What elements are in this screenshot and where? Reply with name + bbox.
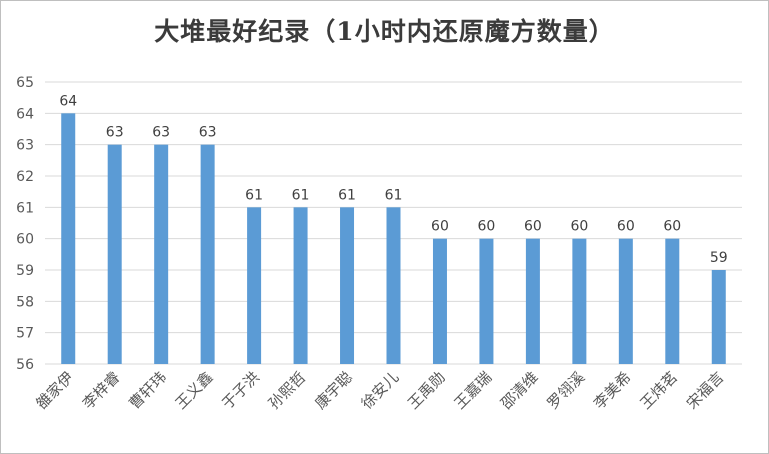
bar <box>293 207 308 364</box>
bar <box>479 238 494 364</box>
bar <box>572 238 587 364</box>
bar <box>618 238 633 364</box>
x-tick-label: 孙熙哲 <box>265 368 310 413</box>
bars <box>61 113 726 364</box>
data-label: 60 <box>617 219 635 235</box>
bar <box>247 207 262 364</box>
data-label: 60 <box>663 219 681 235</box>
data-label: 63 <box>152 125 170 141</box>
x-tick-label: 雒家伊 <box>33 368 78 413</box>
x-axis-labels: 雒家伊 李梓睿 曹轩玮 王义鑫 于子洪 孙熙哲 康宇聪 徐安儿 王禹勋 王嘉瑞 邵清维 罗翎溪 李美希王… <box>33 368 728 413</box>
chart-title: 大堆最好纪录（1小时内还原魔方数量） <box>154 17 615 46</box>
x-tick-label: 王义鑫 <box>172 368 217 413</box>
x-tick-label: 李梓睿 <box>79 368 124 413</box>
bar <box>340 207 355 364</box>
x-tick-label: 王嘉瑞 <box>451 368 496 413</box>
x-tick-label: 罗翎溪 <box>544 368 589 413</box>
bar <box>386 207 401 364</box>
bar <box>154 144 169 364</box>
bar <box>61 113 76 364</box>
data-label: 61 <box>245 187 263 203</box>
data-label: 59 <box>710 250 728 266</box>
data-label: 61 <box>292 187 310 203</box>
y-tick-label: 63 <box>16 138 34 154</box>
y-axis-ticks: 56 57 58 59 60 61 62 63 64 65 <box>16 75 34 373</box>
y-tick-label: 62 <box>16 169 34 185</box>
data-label: 60 <box>478 219 496 235</box>
x-tick-label: 邵清维 <box>497 368 542 413</box>
x-tick-label: 曹轩玮 <box>125 368 170 413</box>
bar <box>525 238 540 364</box>
bar <box>711 270 726 364</box>
x-tick-label: 宋福言 <box>683 368 728 413</box>
data-label: 63 <box>106 125 124 141</box>
bar <box>665 238 680 364</box>
data-labels: 64 63 63 63 61 61 61 61 60 60 60 60 60 60 59 <box>59 93 727 266</box>
x-tick-label: 王禹勋 <box>404 368 449 413</box>
y-tick-label: 64 <box>16 106 34 122</box>
data-label: 60 <box>570 219 588 235</box>
x-tick-label: 于子洪 <box>218 368 263 413</box>
x-tick-label: 康宇聪 <box>311 368 356 413</box>
bar <box>107 144 122 364</box>
data-label: 60 <box>431 219 449 235</box>
data-label: 63 <box>199 125 217 141</box>
x-tick-label: 王炜茗 <box>637 368 682 413</box>
data-label: 60 <box>524 219 542 235</box>
y-tick-label: 56 <box>16 357 34 373</box>
y-tick-label: 59 <box>16 263 34 279</box>
y-tick-label: 57 <box>16 326 34 342</box>
x-tick-label: 徐安儿 <box>358 368 403 413</box>
bar <box>200 144 215 364</box>
y-tick-label: 61 <box>16 200 34 216</box>
data-label: 64 <box>59 93 77 109</box>
y-tick-label: 65 <box>16 75 34 91</box>
data-label: 61 <box>338 187 356 203</box>
data-label: 61 <box>385 187 403 203</box>
y-tick-label: 60 <box>16 232 34 248</box>
y-tick-label: 58 <box>16 294 34 310</box>
bar <box>432 238 447 364</box>
x-tick-label: 李美希 <box>590 368 635 413</box>
